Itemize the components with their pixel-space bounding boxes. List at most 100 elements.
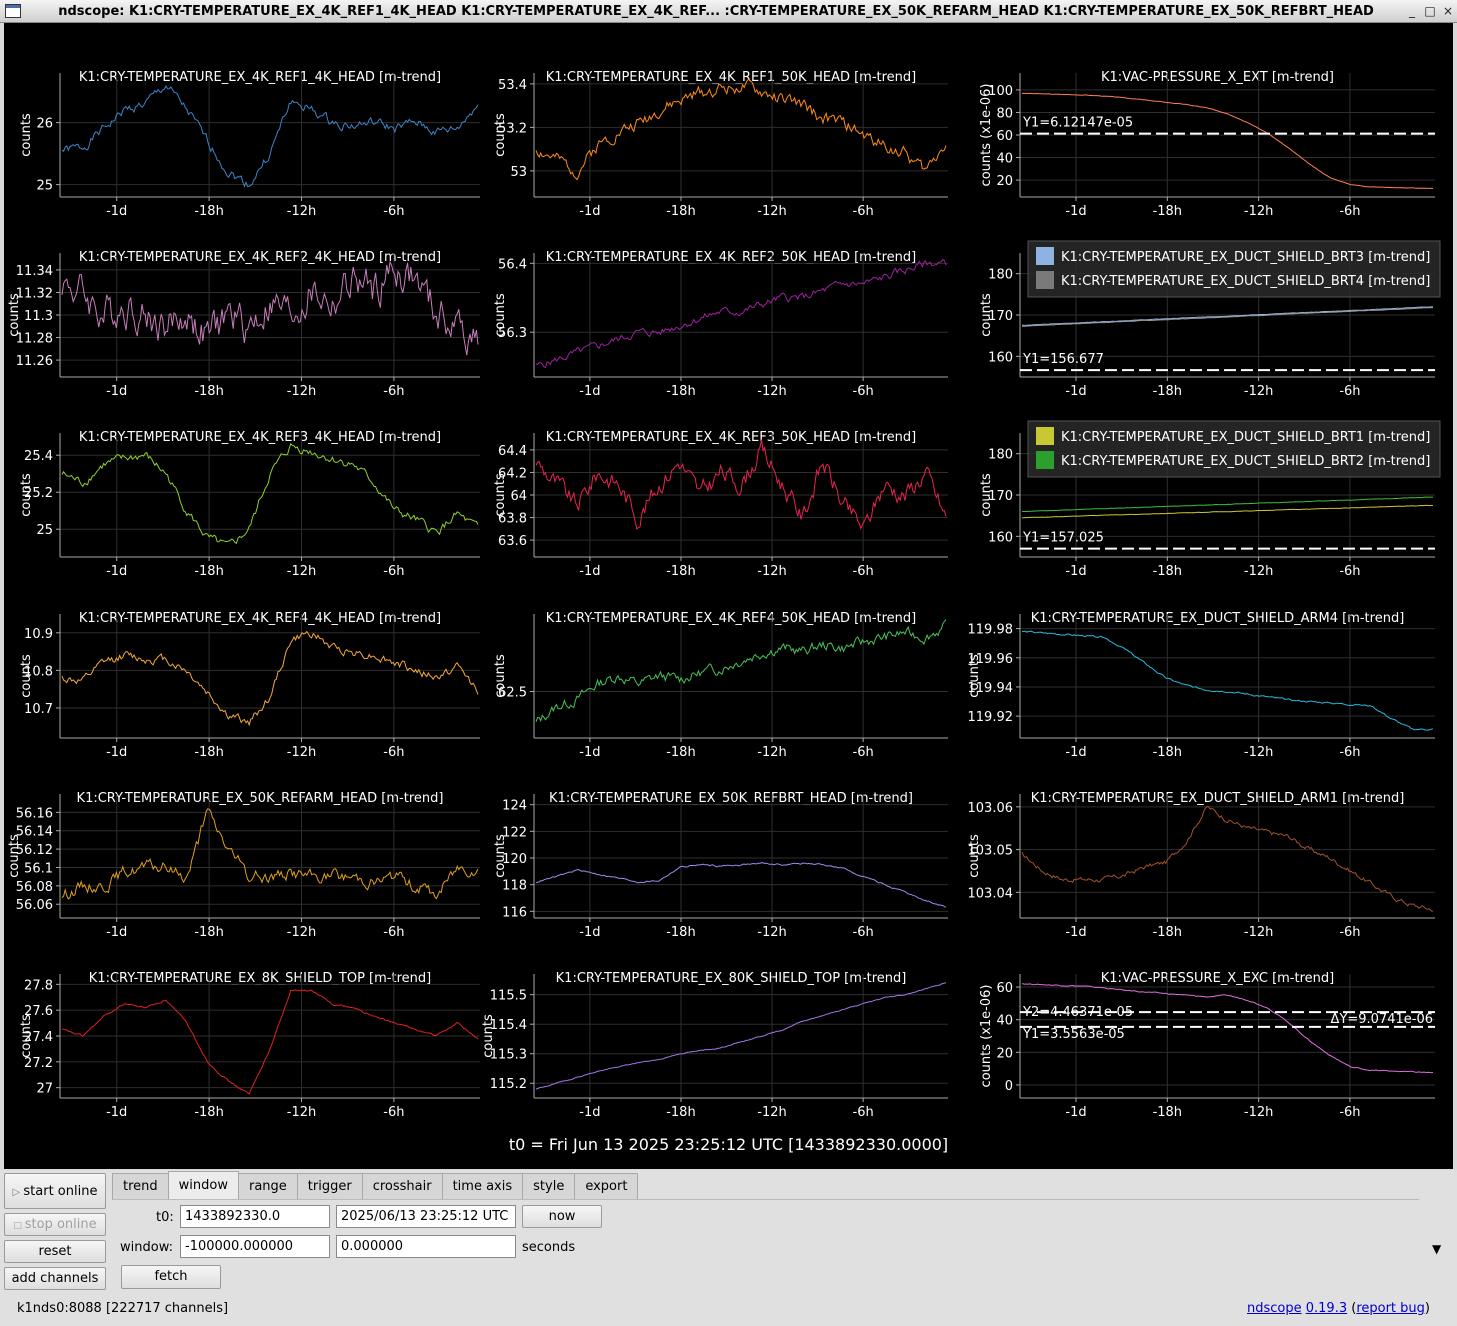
series-line [1021,504,1434,519]
series-line [1021,983,1434,1074]
stop-online-button[interactable]: □ stop online [4,1213,106,1236]
x-tick-label: -1d [1065,925,1086,940]
plot-panel[interactable]: -1d -18h -12h -6h 160 170 180 counts Y1=157.025 K… [979,420,1441,579]
plot-panel[interactable]: K1:CRY-TEMPERATURE_EX_4K_REF1_50K_HEAD [… [493,70,948,219]
plot-panel[interactable]: K1:CRY-TEMPERATURE_EX_8K_SHIELD_TOP [m-t… [19,971,480,1120]
y-tick-label: 115.2 [490,1077,527,1092]
legend[interactable]: K1:CRY-TEMPERATURE_EX_DUCT_SHIELD_BRT3 [… [1027,240,1441,298]
y-tick-label: 25.2 [24,486,53,501]
window-end-input[interactable]: 0.000000 [336,1235,516,1258]
plot-panel[interactable]: K1:VAC-PRESSURE_X_EXC [m-trend] -1d -18h -1… [979,971,1435,1120]
plot-panel[interactable]: K1:CRY-TEMPERATURE_EX_DUCT_SHIELD_ARM1 [… [967,791,1435,940]
version-link[interactable]: 0.19.3 [1305,1301,1348,1316]
tab-trigger[interactable]: trigger [296,1173,363,1199]
legend-swatch [1036,451,1054,469]
plot-panel[interactable]: K1:CRY-TEMPERATURE_EX_4K_REF4_4K_HEAD [m… [19,611,480,760]
close-icon[interactable]: × [1442,4,1454,18]
plot-title: K1:CRY-TEMPERATURE_EX_80K_SHIELD_TOP [m-… [556,971,907,986]
y-tick-label: 26 [36,117,53,132]
series-line [61,989,479,1095]
series-line [1021,630,1434,731]
y-cursor-label: Y2=4.46371e-05 [1022,1005,1133,1020]
tab-range[interactable]: range [237,1173,298,1199]
plot-panel[interactable]: K1:CRY-TEMPERATURE_EX_80K_SHIELD_TOP [m-… [481,971,948,1120]
x-tick-label: -1d [1065,564,1086,579]
plot-panel[interactable]: K1:CRY-TEMPERATURE_EX_4K_REF3_4K_HEAD [m… [19,430,480,579]
seconds-label: seconds [522,1240,576,1255]
y-cursor-label: Y1=157.025 [1022,531,1104,546]
tab-style[interactable]: style [522,1173,576,1199]
x-tick-label: -1d [579,925,600,940]
reset-button[interactable]: reset [4,1240,106,1263]
y-tick-label: 170 [988,489,1013,504]
y-tick-label: 118 [502,879,527,894]
plot-canvas[interactable]: K1:CRY-TEMPERATURE_EX_4K_REF1_4K_HEAD [m… [4,23,1453,1169]
report-bug-link[interactable]: report bug [1356,1301,1425,1316]
x-tick-label: -12h [287,1105,316,1120]
x-tick-label: -1d [1065,384,1086,399]
y-tick-label: 56.06 [16,898,53,913]
plot-title: K1:VAC-PRESSURE_X_EXC [m-trend] [1101,971,1334,986]
t0-utc-input[interactable]: 2025/06/13 23:25:12 UTC [336,1205,516,1228]
ndscope-link[interactable]: ndscope [1246,1301,1302,1316]
tab-window[interactable]: window [167,1171,239,1199]
x-tick-label: -6h [1339,1105,1360,1120]
y-tick-label: 10.8 [24,664,53,679]
tab-export[interactable]: export [574,1173,639,1199]
y-tick-label: 56.16 [16,806,53,821]
t0-gps-input[interactable]: 1433892330.0 [180,1205,330,1228]
minimize-icon[interactable]: _ [1409,4,1415,18]
plot-panel[interactable]: K1:CRY-TEMPERATURE_EX_50K_REFARM_HEAD [m… [7,791,480,940]
plot-panel[interactable]: K1:VAC-PRESSURE_X_EXT [m-trend] -1d -18h -1… [979,70,1435,219]
x-tick-label: -18h [666,384,695,399]
plot-grid[interactable]: K1:CRY-TEMPERATURE_EX_4K_REF1_4K_HEAD [m… [4,23,1453,1133]
y-tick-label: 115.3 [490,1048,527,1063]
x-tick-label: -12h [287,204,316,219]
tab-time-axis[interactable]: time axis [441,1173,524,1199]
plot-panel[interactable]: K1:CRY-TEMPERATURE_EX_4K_REF2_4K_HEAD [m… [7,250,480,399]
series-line [535,619,947,723]
x-tick-label: -1d [1065,204,1086,219]
y-tick-label: 0 [1005,1079,1013,1094]
plot-panel[interactable]: K1:CRY-TEMPERATURE_EX_4K_REF2_50K_HEAD [… [493,250,948,399]
plot-panel[interactable]: K1:CRY-TEMPERATURE_EX_4K_REF4_50K_HEAD [… [493,611,948,760]
y-tick-label: 53.4 [498,78,527,93]
add-channels-button[interactable]: add channels [4,1267,106,1290]
plot-title: K1:CRY-TEMPERATURE_EX_8K_SHIELD_TOP [m-t… [89,971,431,986]
window-start-input[interactable]: -100000.000000 [180,1235,330,1258]
tab-trend[interactable]: trend [112,1173,169,1199]
plot-panel[interactable]: K1:CRY-TEMPERATURE_EX_4K_REF1_4K_HEAD [m… [19,70,480,219]
expand-arrow-icon[interactable]: ▼ [1432,1242,1442,1256]
start-online-button[interactable]: ▷ start online [4,1173,106,1209]
x-tick-label: -6h [1339,204,1360,219]
fetch-button[interactable]: fetch [121,1265,221,1289]
y-tick-label: 60 [996,129,1013,144]
tab-bar: trend window range trigger crosshair tim… [112,1171,639,1199]
x-tick-label: -12h [757,564,786,579]
x-tick-label: -1d [579,204,600,219]
y-axis-label: counts [481,1014,496,1058]
x-tick-label: -18h [194,1105,223,1120]
y-tick-label: 53 [510,165,527,180]
x-tick-label: -12h [757,384,786,399]
plot-panel[interactable]: K1:CRY-TEMPERATURE_EX_4K_REF3_50K_HEAD [… [493,430,948,579]
plot-panel[interactable]: K1:CRY-TEMPERATURE_EX_50K_REFBRT_HEAD [m… [493,791,948,940]
y-tick-label: 103.06 [968,801,1014,816]
now-button[interactable]: now [522,1205,602,1228]
maximize-icon[interactable]: □ [1424,4,1436,18]
plot-panel[interactable]: K1:CRY-TEMPERATURE_EX_DUCT_SHIELD_ARM4 [… [967,611,1435,760]
x-tick-label: -18h [666,204,695,219]
legend[interactable]: K1:CRY-TEMPERATURE_EX_DUCT_SHIELD_BRT1 [… [1027,420,1441,478]
x-tick-label: -1d [106,204,127,219]
plot-title: K1:CRY-TEMPERATURE_EX_4K_REF2_4K_HEAD [m… [79,250,441,265]
y-tick-label: 27.2 [24,1056,53,1071]
y-axis-label: counts [967,834,982,878]
tab-crosshair[interactable]: crosshair [361,1173,443,1199]
y-tick-label: 10.7 [24,702,53,717]
y-tick-label: 122 [502,825,527,840]
y-tick-label: 11.3 [24,309,53,324]
plot-panel[interactable]: -1d -18h -12h -6h 160 170 180 counts Y1=156.677 K… [979,240,1441,399]
y-tick-label: 63.8 [498,512,527,527]
y-tick-label: 53.2 [498,121,527,136]
y-tick-label: 25 [36,179,53,194]
